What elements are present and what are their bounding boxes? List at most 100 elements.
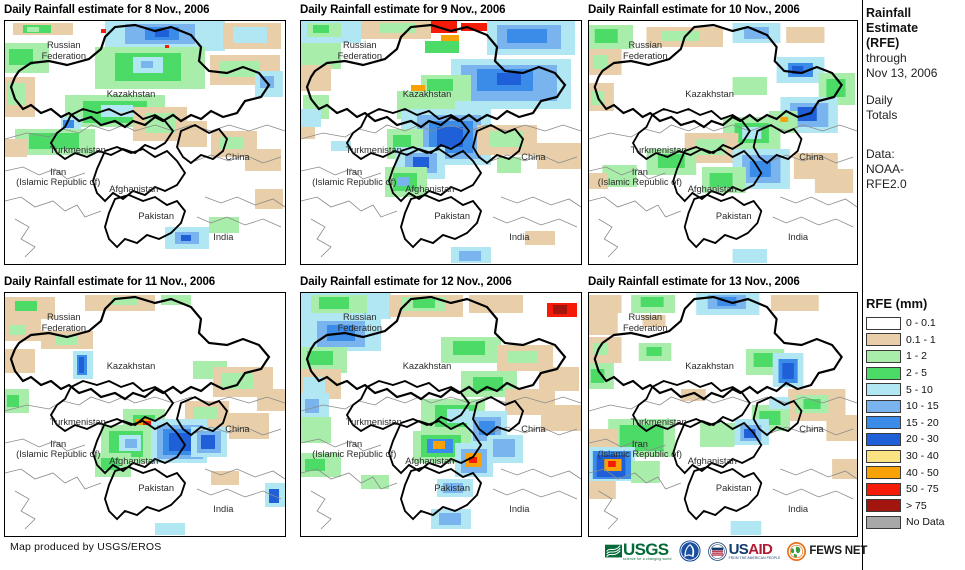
map-13-nov[interactable]: Russian Federation Kazakhstan Turkmenista…: [588, 292, 858, 537]
panel-title: Daily Rainfall estimate for 12 Nov., 200…: [300, 276, 512, 288]
country-borders: [5, 23, 285, 258]
sidebar-data-line1: Data:: [866, 147, 895, 161]
usaid-logo: USAID FROM THE AMERICAN PEOPLE: [707, 541, 781, 561]
panel-title: Daily Rainfall estimate for 8 Nov., 2006: [4, 4, 210, 16]
map-canvas: [589, 293, 857, 536]
usaid-tagline: FROM THE AMERICAN PEOPLE: [728, 555, 781, 560]
sidebar-through-label: through: [866, 51, 907, 65]
legend-item: 40 - 50: [866, 464, 965, 481]
usaid-seal-icon: [707, 541, 727, 561]
legend-swatch: [866, 366, 901, 380]
rain-layer: [301, 293, 581, 536]
legend-label: 0.1 - 1: [906, 333, 936, 346]
country-borders: [301, 23, 581, 258]
country-borders: [301, 295, 581, 530]
fews-net-wordmark: FEWS NET: [809, 545, 868, 557]
map-8-nov[interactable]: Russian Federation Kazakhstan Turkmenista…: [4, 20, 286, 265]
rain-layer: [589, 21, 857, 264]
panel-title: Daily Rainfall estimate for 10 Nov., 200…: [588, 4, 800, 16]
legend-label: 5 - 10: [906, 383, 933, 396]
map-canvas: [5, 293, 285, 536]
legend-label: > 75: [906, 499, 927, 512]
sidebar-totals-line1: Daily: [866, 93, 893, 107]
country-borders: [589, 23, 857, 258]
legend-swatch: [866, 416, 901, 430]
rain-layer: [5, 293, 285, 536]
legend-item: 50 - 75: [866, 481, 965, 498]
legend-label: 10 - 15: [906, 400, 939, 413]
legend-item: > 75: [866, 498, 965, 515]
legend-swatch: [866, 449, 901, 463]
sidebar-title-line1: Rainfall: [866, 6, 912, 20]
panel-12-nov: Daily Rainfall estimate for 12 Nov., 200…: [300, 276, 582, 537]
sidebar-data-line2: NOAA-: [866, 162, 905, 176]
legend-label: 20 - 30: [906, 433, 939, 446]
noaa-logo: [679, 540, 701, 562]
legend-label: 30 - 40: [906, 450, 939, 463]
legend-item: 10 - 15: [866, 398, 965, 415]
panel-10-nov: Daily Rainfall estimate for 10 Nov., 200…: [588, 4, 858, 265]
sidebar-through-date: Nov 13, 2006: [866, 66, 938, 80]
country-borders: [589, 295, 857, 530]
fews-net-globe-icon: [787, 541, 807, 561]
legend-item: 0.1 - 1: [866, 332, 965, 349]
sidebar-data-line3: RFE2.0: [866, 177, 907, 191]
sidebar-title-line2: Estimate: [866, 21, 919, 35]
map-12-nov[interactable]: Russian Federation Kazakhstan Turkmenista…: [300, 292, 582, 537]
panel-title: Daily Rainfall estimate for 9 Nov., 2006: [300, 4, 506, 16]
map-canvas: [5, 21, 285, 264]
panel-9-nov: Daily Rainfall estimate for 9 Nov., 2006: [300, 4, 582, 265]
legend-swatch: [866, 399, 901, 413]
legend-label: 15 - 20: [906, 416, 939, 429]
legend-swatch: [866, 349, 901, 363]
legend-item: 30 - 40: [866, 448, 965, 465]
legend-item: 15 - 20: [866, 415, 965, 432]
legend-item: No Data: [866, 514, 965, 531]
rfe-legend: RFE (mm) 0 - 0.1 0.1 - 1 1 - 2 2 - 5 5 -…: [866, 296, 965, 531]
rain-layer: [589, 293, 857, 536]
legend-label: 40 - 50: [906, 466, 939, 479]
legend-item: 1 - 2: [866, 348, 965, 365]
legend-label: 2 - 5: [906, 367, 928, 380]
sidebar-divider: [862, 0, 863, 570]
legend-swatch: [866, 383, 901, 397]
legend-item: 5 - 10: [866, 381, 965, 398]
map-canvas: [589, 21, 857, 264]
legend-swatch: [866, 316, 901, 330]
legend-label: No Data: [906, 516, 945, 529]
panel-8-nov: Daily Rainfall estimate for 8 Nov., 2006: [4, 4, 286, 265]
panel-13-nov: Daily Rainfall estimate for 13 Nov., 200…: [588, 276, 858, 537]
legend-swatch: [866, 499, 901, 513]
fews-net-logo: FEWS NET: [787, 541, 868, 561]
agency-logos: USGS science for a changing world: [605, 536, 867, 566]
rain-layer: [301, 21, 581, 264]
country-borders: [5, 295, 285, 530]
sidebar-info: Rainfall Estimate (RFE) through Nov 13, …: [866, 0, 965, 570]
legend-swatch: [866, 432, 901, 446]
sidebar-totals-line2: Totals: [866, 108, 898, 122]
usgs-wordmark: USGS: [623, 539, 669, 559]
legend-item: 20 - 30: [866, 431, 965, 448]
legend-title: RFE (mm): [866, 296, 928, 311]
legend-swatch: [866, 333, 901, 347]
usgs-logo: USGS science for a changing world: [605, 539, 672, 561]
legend-label: 50 - 75: [906, 483, 939, 496]
map-10-nov[interactable]: Russian Federation Kazakhstan Turkmenista…: [588, 20, 858, 265]
map-9-nov[interactable]: Russian Federation Kazakhstan Turkmenista…: [300, 20, 582, 265]
usgs-tagline: science for a changing world: [623, 556, 672, 561]
panel-11-nov: Daily Rainfall estimate for 11 Nov., 200…: [4, 276, 286, 537]
map-canvas: [301, 293, 581, 536]
legend-swatch: [866, 466, 901, 480]
rain-layer: [5, 21, 285, 264]
map-11-nov[interactable]: Russian Federation Kazakhstan Turkmenista…: [4, 292, 286, 537]
legend-item: 0 - 0.1: [866, 315, 965, 332]
panel-title: Daily Rainfall estimate for 13 Nov., 200…: [588, 276, 800, 288]
legend-label: 1 - 2: [906, 350, 928, 363]
panel-title: Daily Rainfall estimate for 11 Nov., 200…: [4, 276, 216, 288]
legend-item: 2 - 5: [866, 365, 965, 382]
map-credit: Map produced by USGS/EROS: [10, 541, 162, 553]
sidebar-title-line3: (RFE): [866, 36, 900, 50]
legend-swatch: [866, 515, 901, 529]
noaa-seal-icon: [679, 540, 701, 562]
